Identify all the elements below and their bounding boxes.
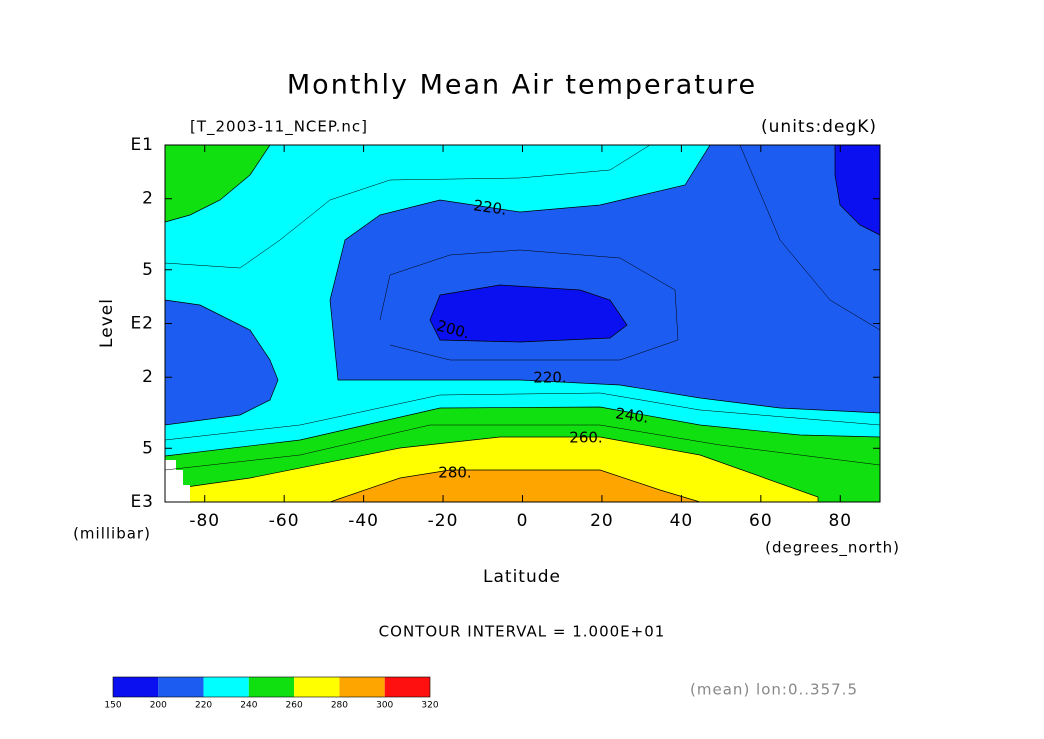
file-label: [T_2003-11_NCEP.nc] [190,118,368,137]
x-tick-label: 60 [749,511,773,531]
y-tick-label: E1 [130,135,154,155]
y-units: (millibar) [73,525,151,543]
x-axis-label: Latitude [483,567,561,587]
contour-label: 220. [533,369,566,387]
contour-label: 260. [569,429,602,447]
x-tick-label: -20 [428,511,459,531]
note: (mean) lon:0..357.5 [690,681,858,699]
colorbar-box [113,677,159,697]
chart-title: Monthly Mean Air temperature [287,70,757,101]
colorbar-box [384,677,430,697]
colorbar-box [339,677,385,697]
contour-band [164,299,279,426]
contour-line [739,144,881,331]
contour-line [164,144,651,269]
colorbar-label: 260 [286,701,303,711]
x-tick-label: -40 [348,511,379,531]
colorbar-box [294,677,340,697]
contour-line [164,392,881,441]
colorbar-frame [112,676,431,698]
y-tick-label: 2 [142,189,154,209]
colorbar-box [248,677,295,697]
colorbar-label: 220 [195,701,212,711]
x-tick-label: -60 [269,511,300,531]
contour-label: 280. [438,464,471,482]
y-tick-label: E3 [130,492,154,512]
x-units: (degrees_north) [765,539,900,558]
contour-label: 220. [472,196,508,218]
missing-data [165,460,190,502]
units-label: (units:degK) [761,117,877,137]
x-tick-label: -80 [189,511,220,531]
colorbar-label: 240 [240,701,257,711]
colorbar-label: 150 [104,701,121,711]
contour-line [379,249,679,361]
colorbar-label: 200 [150,701,167,711]
y-tick-label: 2 [142,367,154,387]
x-tick-label: 80 [828,511,852,531]
y-tick-label: 5 [142,260,154,280]
contour-label: 240. [614,404,650,426]
x-tick-label: 20 [590,511,614,531]
contour-interval: CONTOUR INTERVAL = 1.000E+01 [379,623,666,641]
x-tick-label: 0 [517,511,529,531]
colorbar-box [203,677,249,697]
x-tick-label: 40 [670,511,694,531]
y-tick-label: E2 [130,314,154,334]
colorbar-label: 320 [421,701,438,711]
colorbar-box [158,677,204,697]
contour-band [429,284,628,343]
contour-line [164,424,881,471]
colorbar-label: 280 [331,701,348,711]
contour-band [329,144,881,414]
y-tick-label: 5 [142,438,154,458]
y-axis-label: Level [97,298,117,348]
colorbar-label: 300 [376,701,393,711]
